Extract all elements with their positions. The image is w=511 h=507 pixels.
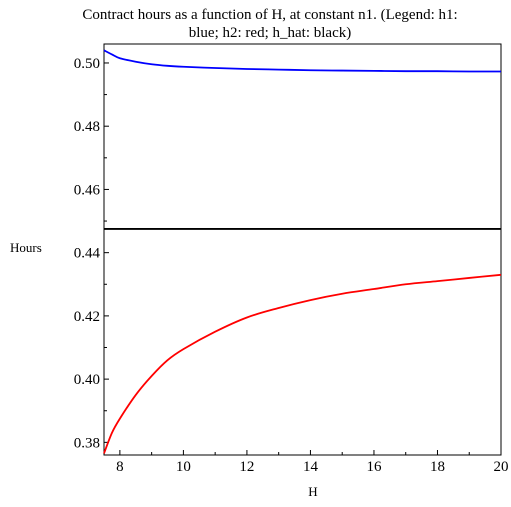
y-tick-label-0.42: 0.42 xyxy=(74,309,100,325)
plot-frame xyxy=(103,43,502,456)
chart-title-line-1: Contract hours as a function of H, at co… xyxy=(82,7,457,23)
plot-area: 8 10 12 14 16 18 20 0.38 0.40 0.42 0.44 0.46 0.48 0.5… xyxy=(74,43,509,475)
y-tick-label-0.46: 0.46 xyxy=(74,182,101,198)
chart-title-line-2: blue; h2: red; h_hat: black) xyxy=(189,25,351,41)
y-tick-label-0.40: 0.40 xyxy=(74,372,100,388)
x-axis-label: H xyxy=(308,484,317,499)
h2-series-line xyxy=(103,273,502,454)
x-tick-label-14: 14 xyxy=(303,459,319,475)
h1-series-line xyxy=(103,49,502,73)
x-tick-label-16: 16 xyxy=(366,459,382,475)
x-tick-label-12: 12 xyxy=(239,459,254,475)
y-tick-label-0.48: 0.48 xyxy=(74,119,100,135)
y-axis-label: Hours xyxy=(10,240,42,255)
x-tick-label-18: 18 xyxy=(430,459,445,475)
x-tick-label-10: 10 xyxy=(176,459,191,475)
y-tick-label-0.38: 0.38 xyxy=(74,435,100,451)
y-tick-label-0.50: 0.50 xyxy=(74,56,100,72)
x-tick-label-20: 20 xyxy=(494,459,509,475)
y-tick-label-0.44: 0.44 xyxy=(74,246,101,262)
x-tick-label-8: 8 xyxy=(116,459,124,475)
